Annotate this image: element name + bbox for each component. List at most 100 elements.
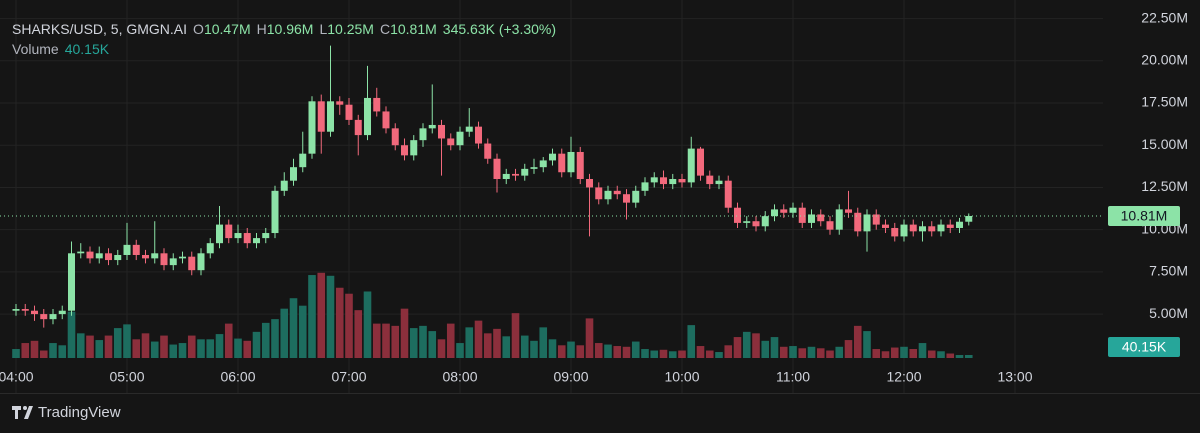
candle-body bbox=[946, 224, 954, 228]
volume-bar bbox=[317, 272, 326, 358]
y-tick-label: 22.50M bbox=[1141, 9, 1188, 25]
candle-body bbox=[919, 226, 926, 232]
volume-bar bbox=[483, 333, 492, 358]
candle-body bbox=[419, 128, 427, 141]
candle-body bbox=[456, 131, 464, 146]
y-tick-label: 12.50M bbox=[1141, 178, 1188, 194]
candle-body bbox=[845, 209, 852, 213]
volume-bar bbox=[835, 346, 844, 358]
candle-body bbox=[891, 227, 899, 237]
candle-body bbox=[179, 256, 186, 259]
brand: TradingView bbox=[38, 404, 121, 421]
candle-body bbox=[789, 207, 797, 213]
volume-bar bbox=[363, 291, 372, 358]
candle-body bbox=[724, 180, 732, 208]
volume-bar bbox=[779, 346, 788, 358]
change: 345.63K (+3.30%) bbox=[442, 21, 557, 37]
candle-body bbox=[650, 177, 658, 183]
candle-body bbox=[151, 253, 159, 259]
candle-body bbox=[132, 244, 140, 255]
volume-bar bbox=[705, 350, 714, 358]
candle-body bbox=[160, 253, 168, 266]
candle-body bbox=[771, 209, 778, 217]
candle-body bbox=[641, 182, 649, 191]
volume-bar bbox=[937, 351, 945, 358]
ohlc-value: 10.81M bbox=[390, 21, 437, 37]
candle-body bbox=[780, 209, 788, 213]
volume-bar bbox=[520, 335, 529, 358]
volume-bar bbox=[409, 328, 418, 358]
candle-body bbox=[31, 310, 38, 315]
candle-body bbox=[669, 179, 677, 185]
volume-bar bbox=[298, 305, 307, 358]
candle-body bbox=[271, 190, 279, 234]
volume-bar bbox=[761, 340, 770, 358]
candle-body bbox=[521, 168, 529, 176]
candle-body bbox=[798, 207, 806, 223]
volume-bar bbox=[733, 337, 742, 358]
candle-body bbox=[660, 177, 667, 185]
candle-body bbox=[68, 253, 75, 311]
volume-bar bbox=[280, 308, 289, 358]
volume-bar bbox=[881, 351, 890, 358]
volume-bar bbox=[594, 343, 603, 358]
candle-body bbox=[706, 175, 714, 185]
candle-body bbox=[290, 167, 297, 181]
candle-body bbox=[327, 101, 334, 132]
volume-bar bbox=[308, 275, 316, 358]
volume-bar bbox=[178, 343, 187, 358]
volume-bar bbox=[752, 333, 760, 358]
volume-bar bbox=[437, 339, 446, 358]
candle-body bbox=[428, 124, 436, 129]
volume-bar bbox=[289, 298, 298, 358]
candle-body bbox=[928, 226, 936, 232]
volume-bar bbox=[604, 344, 612, 358]
volume-bar bbox=[30, 340, 39, 358]
volume-bar bbox=[585, 318, 594, 358]
volume-bar bbox=[400, 308, 409, 358]
volume-bar bbox=[224, 323, 233, 358]
volume-key: Volume bbox=[12, 41, 59, 57]
volume-bar bbox=[206, 339, 215, 358]
volume-bar bbox=[234, 338, 242, 358]
volume-bar bbox=[557, 345, 566, 358]
volume-bar bbox=[927, 350, 936, 358]
candle-body bbox=[965, 215, 973, 222]
candle-body bbox=[595, 187, 603, 200]
volume-bar bbox=[21, 343, 30, 358]
ohlc-item: C10.81M bbox=[380, 21, 437, 37]
volume-bar bbox=[252, 331, 261, 358]
ohlc-value: 10.47M bbox=[203, 21, 251, 37]
volume-bar bbox=[807, 346, 816, 358]
volume-bar bbox=[659, 349, 668, 358]
candle-body bbox=[512, 173, 519, 176]
volume-bar bbox=[502, 336, 511, 358]
volume-bar bbox=[150, 341, 159, 358]
candle-body bbox=[345, 104, 353, 120]
last-price-label: 10.81M bbox=[1121, 208, 1168, 224]
candle-body bbox=[373, 97, 381, 112]
volume-bar bbox=[530, 340, 538, 358]
candle-body bbox=[613, 190, 621, 195]
brand-logo bbox=[12, 406, 33, 419]
volume-bar bbox=[946, 353, 955, 358]
candle-body bbox=[308, 101, 316, 154]
ohlc-value: 10.96M bbox=[266, 21, 314, 37]
candle-body bbox=[280, 180, 288, 191]
candle-body bbox=[299, 153, 307, 168]
volume-bar bbox=[650, 350, 659, 358]
volume-bar bbox=[567, 341, 575, 358]
volume-bar bbox=[86, 335, 94, 358]
volume-value: 40.15K bbox=[64, 41, 110, 57]
volume-bar bbox=[742, 331, 751, 358]
volume-bar bbox=[95, 340, 104, 358]
candle-body bbox=[95, 253, 103, 259]
y-tick-label: 20.00M bbox=[1141, 51, 1188, 67]
last-volume-label: 40.15K bbox=[1122, 339, 1167, 355]
x-tick-label: 09:00 bbox=[553, 369, 588, 385]
volume-bar bbox=[613, 346, 622, 358]
volume-bar bbox=[76, 333, 85, 358]
volume-bar bbox=[169, 344, 178, 358]
volume-bar bbox=[160, 335, 168, 358]
volume-bar bbox=[345, 293, 353, 358]
